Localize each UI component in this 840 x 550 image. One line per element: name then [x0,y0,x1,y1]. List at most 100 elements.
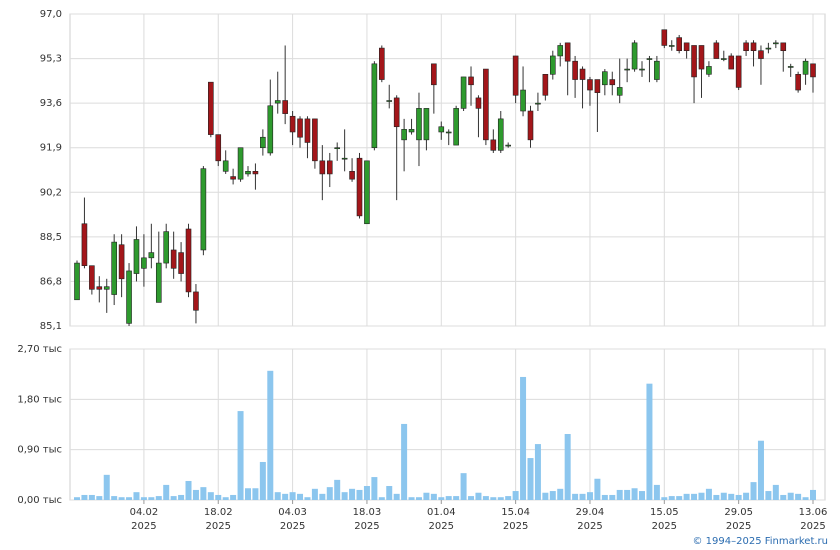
volume-bar [140,497,147,500]
volume-bar [564,434,571,500]
candle-body [735,55,742,88]
candle-body [594,79,601,93]
volume-bar [527,458,534,500]
volume-bar [482,496,489,500]
candle-body [408,129,415,133]
volume-bar [802,497,809,500]
candle-body [96,286,103,290]
volume-bar [178,494,185,500]
candle-body [631,42,638,70]
y-tick-label: 91,9 [40,143,62,154]
volume-bar [601,494,608,500]
candle-body [609,79,616,86]
y-tick-label: 93,6 [40,98,62,109]
candle-body [468,76,474,86]
candle-body [795,74,801,91]
volume-bar [676,496,683,500]
candle-body [564,42,571,62]
candle-body [810,63,816,78]
candle-body [668,45,675,47]
candle-body [245,171,251,175]
volume-bar [795,493,802,500]
volume-bar [497,497,504,500]
x-tick-label: 18.02 2025 [204,507,233,532]
candle-body [527,110,534,141]
y-tick-label: 86,8 [40,276,62,287]
volume-bar [363,486,370,500]
candle-body [453,108,459,146]
volume-bar [297,493,304,500]
candle-body [133,239,140,274]
volume-bar [341,492,348,500]
candle-body [341,157,348,160]
candle-body [393,97,400,128]
candle-body [765,47,772,50]
volume-tick-label: 1,80 тыс [17,394,62,405]
volume-bar [780,494,787,500]
candle-body [520,89,526,112]
candle-body [141,257,147,269]
volume-bar [133,492,140,500]
candle-body [758,50,764,59]
volume-bar [118,497,125,500]
candle-body [587,79,593,91]
volume-bar [668,496,675,500]
candle-body [178,252,184,274]
candle-body [334,147,341,150]
volume-bar [401,423,408,500]
x-tick-label: 04.02 2025 [130,507,159,532]
y-tick-label: 85,1 [40,321,62,332]
volume-bar [757,440,764,500]
volume-bar [743,492,750,500]
candle-body [193,291,199,311]
candle-body [74,262,80,301]
volume-bar [74,497,80,500]
volume-bar [639,491,646,500]
candle-body [698,45,705,70]
volume-bar [542,492,549,500]
volume-bar [259,461,266,500]
candle-body [297,118,303,138]
volume-bar [393,493,400,500]
candle-body [490,139,497,151]
volume-bar [653,484,660,500]
candle-body [148,252,155,259]
candle-body [802,60,809,75]
candle-body [260,136,266,149]
candle-body [549,55,556,75]
candle-body [787,66,794,68]
candle-body [304,118,311,143]
volume-bar [215,494,222,500]
candle-body [267,105,274,154]
candle-body [274,100,281,104]
candle-body [676,37,682,52]
candle-body [431,63,437,86]
volume-bar [468,496,475,500]
candle-body [252,171,259,175]
candle-body [118,244,125,280]
volume-bar [334,479,341,500]
volume-tick-label: 0,90 тыс [17,445,62,456]
candle-body [683,42,690,52]
candle-body [743,42,749,52]
volume-bar [445,496,452,500]
candle-body [208,81,214,135]
candle-body [222,160,229,172]
volume-bar [698,492,705,500]
volume-bar [772,484,779,500]
volume-bar [326,487,333,500]
candle-body [326,160,333,175]
volume-bar [386,486,393,500]
volume-bar [691,493,698,500]
candle-body [185,228,192,293]
candle-body [445,131,452,134]
volume-bar [319,493,326,500]
volume-tick-label: 0,00 тыс [17,495,62,506]
volume-bar [163,484,170,500]
candle-body [319,160,326,175]
volume-bar [200,487,207,500]
candle-body [312,118,318,162]
candle-body [661,29,668,46]
candle-body [386,100,393,102]
